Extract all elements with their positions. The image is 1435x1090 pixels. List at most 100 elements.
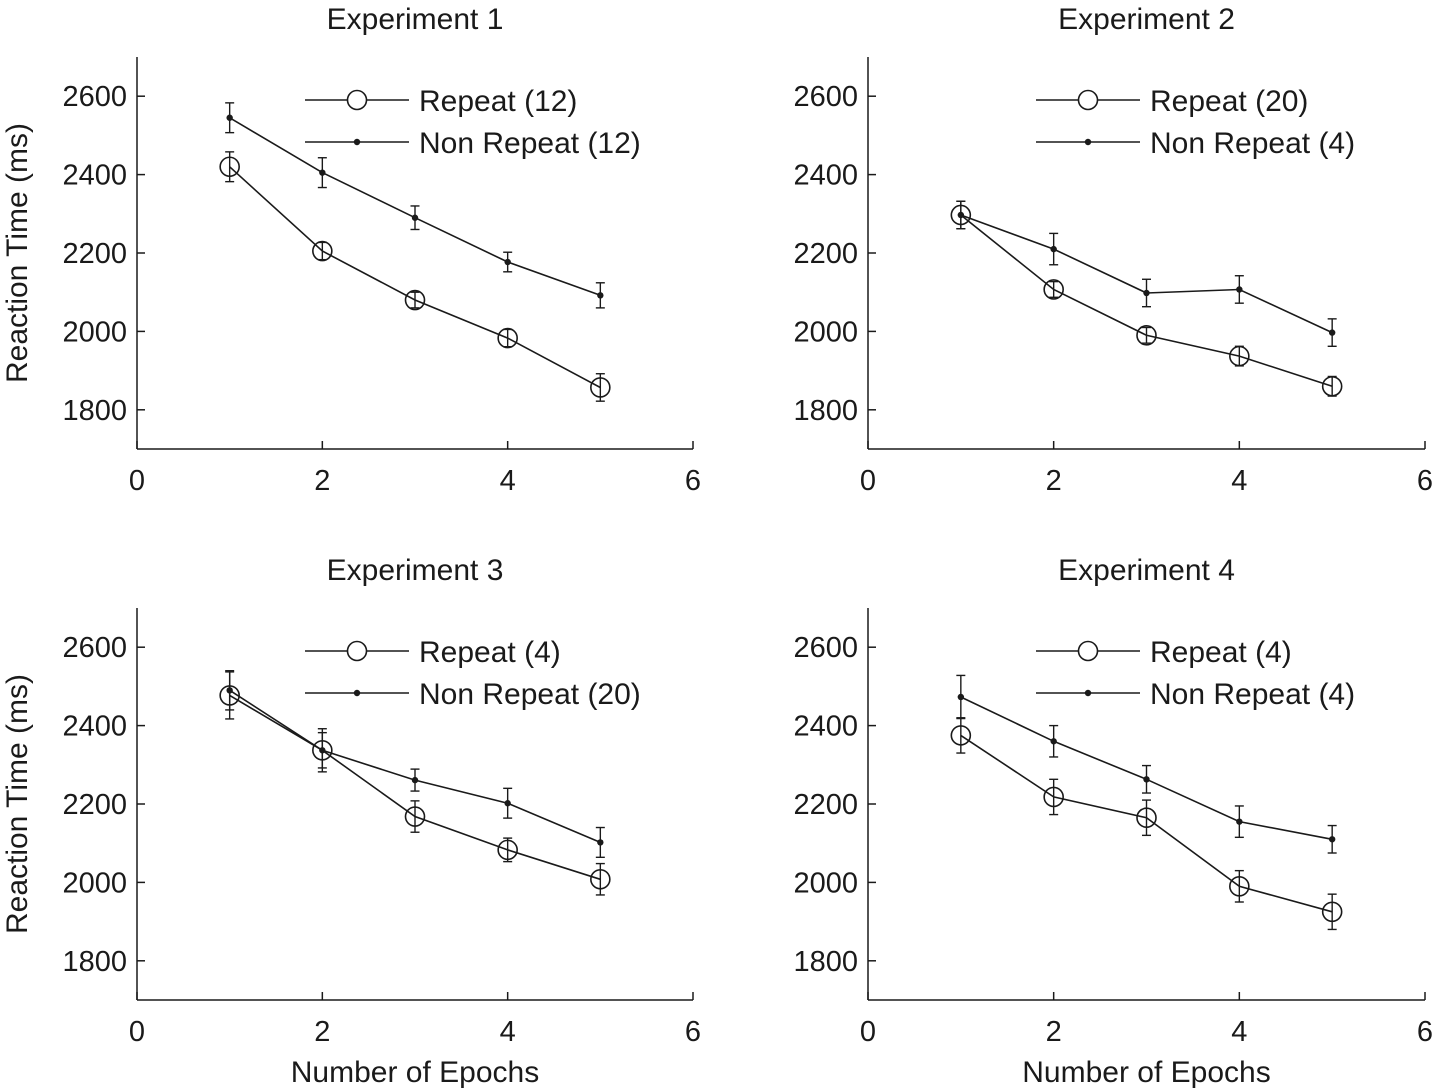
data-point-non-repeat (1236, 286, 1243, 293)
data-point-repeat (1229, 345, 1250, 367)
chart-title: Experiment 4 (1058, 554, 1235, 587)
panel-experiment-2: Experiment 2 0 2 4 6 1800 2000 2200 2400 2600 Repe… (793, 3, 1433, 497)
data-point-repeat (1136, 325, 1157, 346)
y-tick-label: 2400 (62, 160, 127, 192)
legend-marker-non-repeat (353, 138, 361, 146)
y-tick-label: 2000 (62, 867, 127, 899)
legend-marker-repeat (1077, 89, 1099, 111)
y-tick-label: 2400 (62, 711, 127, 743)
series-non-repeat (225, 670, 605, 859)
panel-experiment-3: Experiment 3 0 2 4 6 1800 2000 2200 2400 2600 Reac… (1, 554, 701, 1089)
x-axis-label: Number of Epochs (291, 1056, 539, 1089)
data-point-repeat (590, 868, 611, 890)
data-point-repeat (312, 240, 333, 262)
legend-label-non-repeat: Non Repeat (12) (419, 127, 641, 160)
data-point-repeat (404, 806, 426, 827)
data-point-repeat (497, 839, 518, 861)
legend-label-repeat: Repeat (4) (1150, 636, 1292, 669)
data-point-non-repeat (1050, 245, 1057, 253)
x-tick-label: 6 (1417, 465, 1433, 497)
series-non-repeat (225, 102, 605, 309)
data-point-repeat (219, 156, 240, 178)
data-point-non-repeat (957, 211, 965, 219)
x-axis-label: Number of Epochs (1022, 1056, 1270, 1089)
legend-marker-non-repeat (353, 689, 361, 697)
data-point-repeat (590, 377, 611, 398)
x-tick-label: 2 (1046, 1016, 1062, 1048)
x-tick-label: 2 (314, 1016, 330, 1048)
data-point-repeat (1229, 876, 1250, 897)
data-point-repeat (950, 725, 972, 746)
panel-experiment-4: Experiment 4 0 2 4 6 1800 2000 2200 2400 2600 Numb… (793, 554, 1433, 1089)
series-repeat (219, 151, 611, 402)
data-point-repeat (1043, 786, 1064, 808)
legend-marker-non-repeat (1084, 138, 1092, 146)
data-point-repeat (1321, 901, 1343, 923)
y-tick-label: 2400 (793, 711, 858, 743)
y-tick-label: 1800 (62, 946, 127, 978)
x-tick-label: 4 (500, 1016, 516, 1048)
data-point-non-repeat (226, 687, 233, 694)
data-point-non-repeat (1143, 289, 1150, 297)
data-point-non-repeat (226, 114, 233, 121)
legend: Repeat (4) Non Repeat (4) (1036, 636, 1355, 711)
data-point-repeat (404, 289, 426, 311)
x-tick-label: 6 (685, 1016, 701, 1048)
x-tick-label: 4 (1231, 465, 1247, 497)
data-point-repeat (497, 327, 518, 349)
y-tick-label: 2600 (62, 632, 127, 664)
data-point-non-repeat (504, 258, 511, 266)
legend-label-repeat: Repeat (4) (419, 636, 561, 669)
x-tick-label: 6 (1417, 1016, 1433, 1048)
series-non-repeat (956, 200, 1337, 347)
data-point-repeat (1043, 279, 1064, 300)
x-tick-label: 0 (129, 1016, 145, 1048)
y-tick-label: 2000 (793, 316, 858, 348)
data-point-non-repeat (957, 693, 965, 701)
x-tick-label: 0 (129, 465, 145, 497)
y-tick-label: 2600 (62, 81, 127, 113)
data-point-non-repeat (597, 292, 604, 299)
data-point-non-repeat (1328, 836, 1336, 843)
series-line-repeat (229, 166, 601, 389)
legend-marker-repeat (1077, 640, 1099, 662)
series-repeat (950, 717, 1343, 931)
chart-title: Experiment 1 (327, 3, 504, 36)
data-point-non-repeat (1236, 818, 1243, 825)
y-tick-label: 2000 (62, 316, 127, 348)
y-tick-label: 1800 (62, 395, 127, 427)
data-point-non-repeat (1143, 776, 1150, 783)
legend: Repeat (20) Non Repeat (4) (1036, 85, 1355, 160)
data-point-non-repeat (504, 800, 511, 807)
y-axis-label: Reaction Time (ms) (1, 674, 34, 934)
y-tick-label: 2400 (793, 160, 858, 192)
data-point-non-repeat (319, 169, 326, 176)
y-tick-label: 2200 (62, 789, 127, 821)
legend-label-non-repeat: Non Repeat (4) (1150, 127, 1355, 160)
y-tick-label: 1800 (793, 395, 858, 427)
data-point-repeat (1321, 375, 1343, 397)
y-tick-label: 2200 (62, 238, 127, 270)
y-tick-label: 2200 (793, 238, 858, 270)
data-point-repeat (1136, 807, 1157, 829)
legend-marker-repeat (346, 640, 368, 662)
series-repeat (950, 200, 1343, 397)
chart-title: Experiment 3 (327, 554, 504, 587)
y-tick-label: 2600 (793, 632, 858, 664)
x-tick-label: 4 (1231, 1016, 1247, 1048)
data-point-non-repeat (411, 776, 419, 784)
data-point-non-repeat (411, 214, 419, 221)
data-point-non-repeat (1050, 738, 1057, 745)
series-non-repeat (956, 674, 1337, 854)
y-tick-label: 2600 (793, 81, 858, 113)
series-line-non-repeat (960, 214, 1333, 334)
legend-label-repeat: Repeat (12) (419, 85, 577, 118)
legend-label-non-repeat: Non Repeat (20) (419, 678, 641, 711)
x-tick-label: 4 (500, 465, 516, 497)
data-point-non-repeat (319, 747, 326, 754)
x-tick-label: 2 (1046, 465, 1062, 497)
x-tick-label: 0 (860, 465, 876, 497)
legend-label-non-repeat: Non Repeat (4) (1150, 678, 1355, 711)
legend-marker-non-repeat (1084, 689, 1092, 697)
